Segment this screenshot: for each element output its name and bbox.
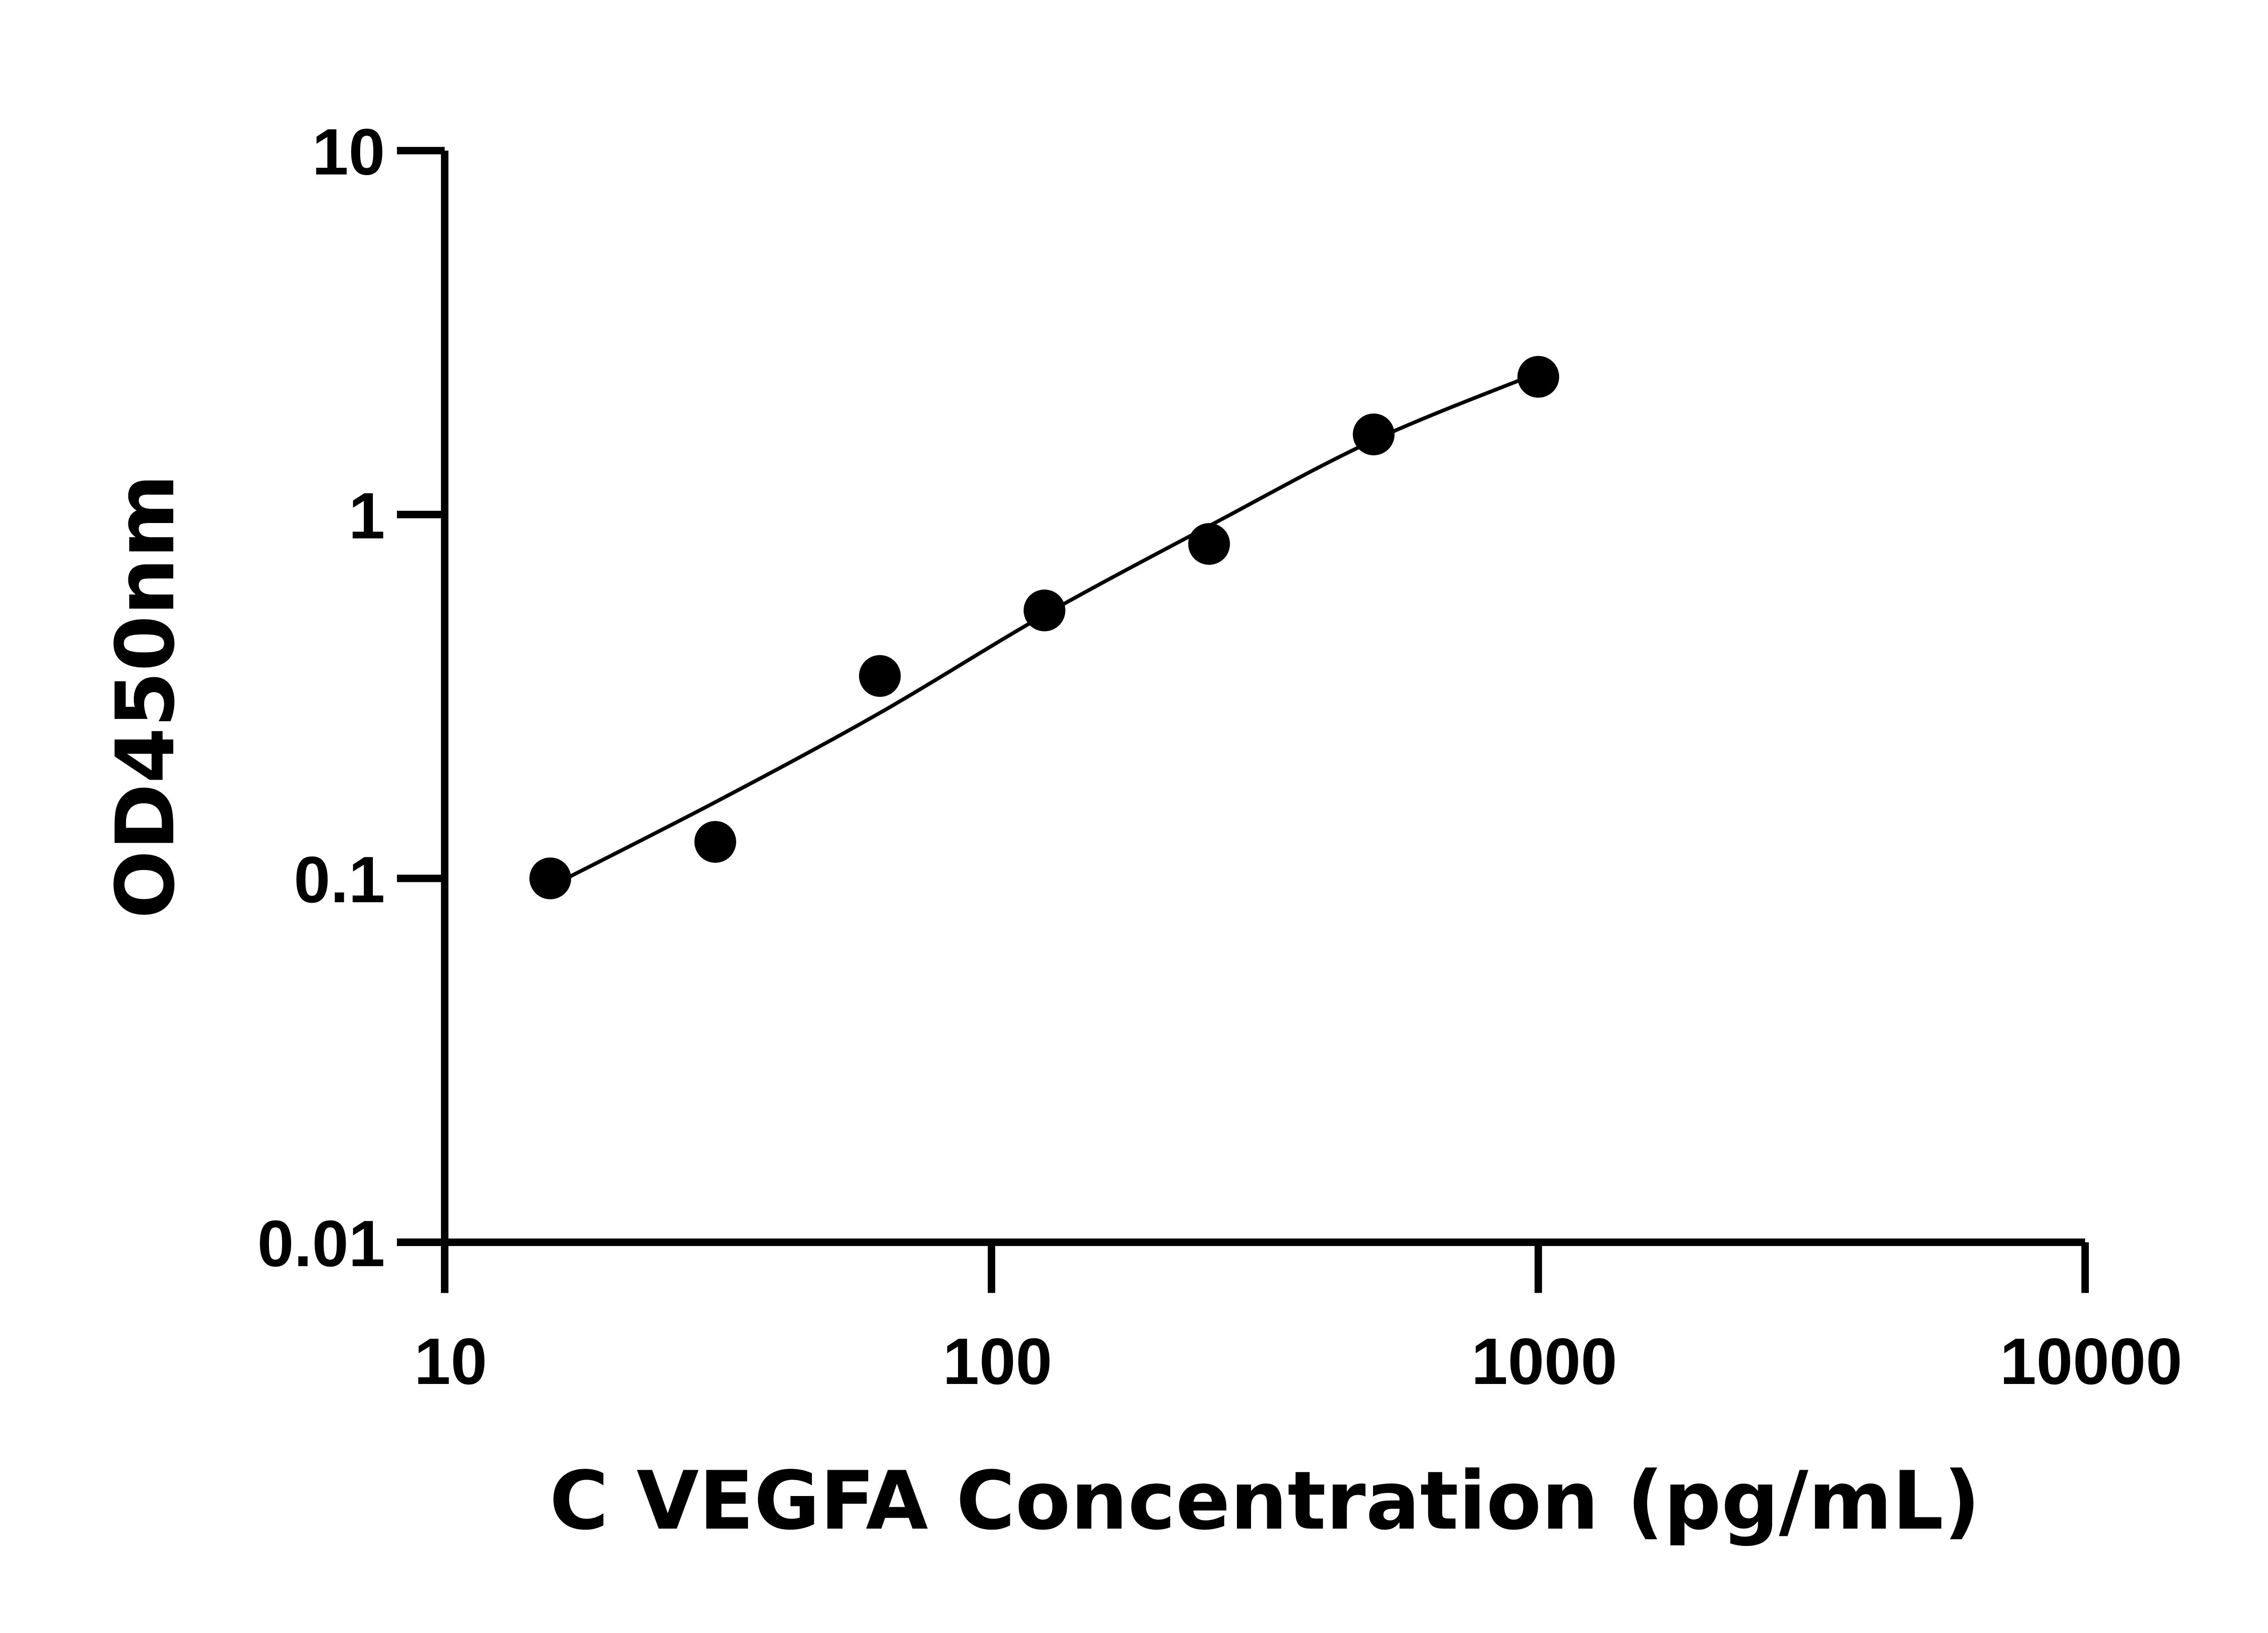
data-points bbox=[529, 356, 1559, 900]
data-point bbox=[1517, 356, 1559, 398]
x-axis-title: C VEGFA Concentration (pg/mL) bbox=[549, 1454, 1980, 1548]
axes: 10 100 1000 10000 0.01 0.1 1 10 bbox=[257, 115, 2182, 1398]
x-tick-label: 10 bbox=[414, 1325, 487, 1398]
x-tick-label: 10000 bbox=[2000, 1325, 2182, 1398]
x-tick-label: 1000 bbox=[1471, 1325, 1618, 1398]
data-point bbox=[694, 821, 736, 863]
y-tick-label: 1 bbox=[348, 479, 385, 552]
data-point bbox=[1023, 589, 1066, 631]
x-tick-label: 100 bbox=[943, 1325, 1052, 1398]
data-point bbox=[859, 655, 901, 697]
y-tick-label: 0.1 bbox=[294, 843, 385, 916]
y-axis-title: OD450nm bbox=[98, 474, 192, 919]
y-tick-label: 10 bbox=[312, 115, 385, 189]
data-point bbox=[1353, 413, 1395, 455]
data-point bbox=[529, 857, 572, 900]
y-tick-label: 0.01 bbox=[257, 1207, 385, 1280]
data-point bbox=[1188, 523, 1230, 565]
